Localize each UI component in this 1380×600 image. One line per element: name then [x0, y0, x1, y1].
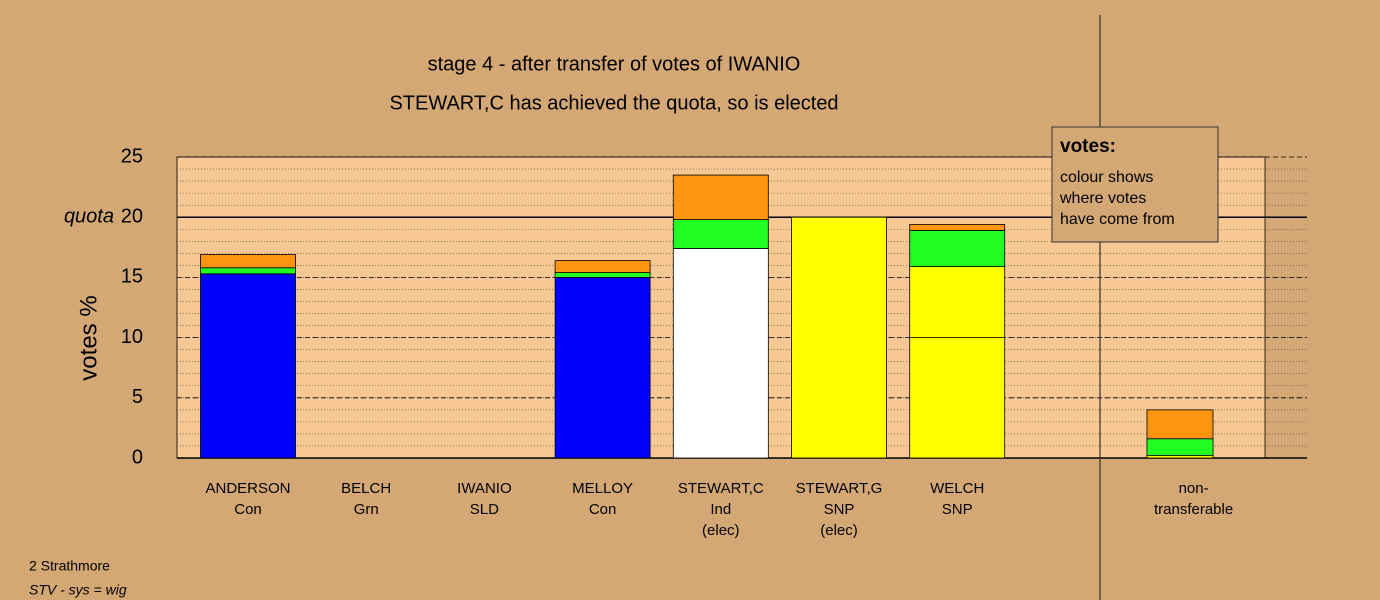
y-tick-label: 25: [121, 145, 143, 167]
note-text: colour shows: [1060, 169, 1153, 186]
bar-segment: [672, 248, 769, 459]
x-tick-label: STEWART,G: [796, 480, 883, 497]
bar-segment: [200, 267, 296, 275]
x-tick-label: WELCH: [930, 480, 984, 497]
x-tick-label: SNP: [942, 501, 973, 518]
x-tick-label: MELLOY: [572, 480, 633, 497]
bar-segment: [200, 254, 296, 269]
x-tick-label: Grn: [354, 501, 379, 518]
y-tick-label: 0: [132, 446, 143, 468]
bar-segment: [909, 337, 1006, 459]
x-tick-label: ANDERSON: [205, 480, 290, 497]
x-tick-label: SNP: [824, 501, 855, 518]
bar-segment: [200, 273, 296, 459]
y-tick-label: 10: [121, 326, 143, 348]
quota-label: quota: [64, 205, 114, 227]
chart-title: stage 4 - after transfer of votes of IWA…: [428, 53, 801, 75]
note-title: votes:: [1060, 136, 1116, 157]
x-tick-label: IWANIO: [457, 480, 511, 497]
bar-segment: [672, 174, 769, 221]
x-tick-label: (elec): [820, 522, 858, 539]
x-tick-label: STEWART,C: [678, 480, 764, 497]
y-tick-label: 15: [121, 266, 143, 288]
x-tick-label: Ind: [710, 501, 731, 518]
bar-segment: [909, 224, 1006, 231]
note-box: [1051, 126, 1219, 243]
x-tick-label: SLD: [470, 501, 499, 518]
note-text: where votes: [1059, 190, 1146, 207]
footer: STV - sys = wig: [29, 582, 127, 598]
bar-segment: [672, 219, 769, 249]
x-tick-label: Con: [589, 501, 617, 518]
bar-segment: [791, 216, 887, 459]
y-tick-label: 20: [121, 205, 143, 227]
x-tick-label: (elec): [702, 522, 740, 539]
bar-segment: [909, 230, 1006, 267]
bar-segment: [1146, 409, 1214, 440]
bar-segment: [554, 272, 651, 278]
bar-segment: [1146, 438, 1214, 456]
x-tick-label: Con: [234, 501, 262, 518]
bar-segment: [909, 266, 1006, 338]
bar-segment: [554, 276, 651, 459]
y-axis-label: votes %: [75, 295, 102, 380]
x-tick-label: transferable: [1154, 501, 1233, 518]
chart-subtitle: STEWART,C has achieved the quota, so is …: [389, 92, 838, 114]
note-text: have come from: [1060, 211, 1175, 228]
footer: 2 Strathmore: [29, 558, 110, 574]
bar-segment: [554, 260, 651, 273]
x-tick-label: BELCH: [341, 480, 391, 497]
x-tick-label: non-: [1179, 480, 1209, 497]
y-tick-label: 5: [132, 386, 143, 408]
